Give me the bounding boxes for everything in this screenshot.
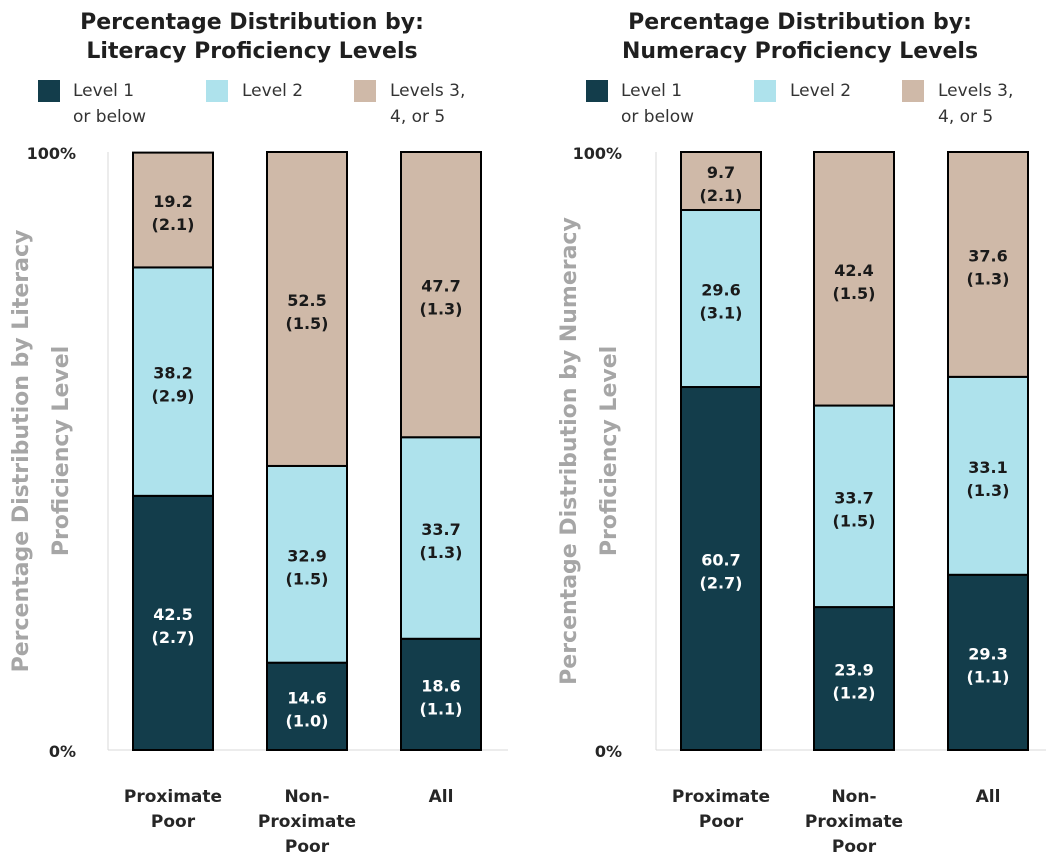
- legend-label: Level 2: [790, 81, 851, 101]
- x-category-label: Proximate: [258, 812, 356, 832]
- data-label-se: (2.9): [152, 387, 195, 406]
- x-category-label: Proximate: [124, 787, 222, 807]
- data-label-se: (1.3): [967, 481, 1010, 500]
- bar-segment: [266, 464, 348, 664]
- data-label-se: (2.7): [700, 574, 743, 593]
- data-label-value: 42.5: [153, 605, 192, 624]
- y-axis-title: Percentage Distribution by Numeracy: [557, 217, 582, 685]
- data-label-value: 29.6: [701, 281, 740, 300]
- bar-segment: [947, 375, 1029, 576]
- data-label-value: 33.1: [968, 458, 1007, 477]
- bar-segment: [813, 606, 895, 751]
- x-category-label: Poor: [151, 812, 196, 832]
- data-label-value: 23.9: [834, 661, 873, 680]
- legend-label: 4, or 5: [390, 107, 445, 127]
- bar-segment: [680, 209, 762, 389]
- data-label-value: 37.6: [968, 246, 1007, 265]
- data-label-value: 32.9: [287, 546, 326, 565]
- data-label-se: (1.2): [833, 684, 876, 703]
- x-category-label: Poor: [832, 837, 877, 854]
- legend-swatch: [902, 80, 924, 102]
- chart-title-line: Percentage Distribution by:: [628, 10, 972, 35]
- legend-label: Level 1: [73, 81, 134, 101]
- data-label-value: 19.2: [153, 192, 192, 211]
- y-axis-title: Proficiency Level: [597, 346, 622, 556]
- data-label-se: (1.5): [833, 511, 876, 530]
- x-category-label: Proximate: [805, 812, 903, 832]
- data-label-se: (1.3): [420, 543, 463, 562]
- data-label-se: (1.1): [967, 667, 1010, 686]
- x-category-label: All: [429, 787, 454, 807]
- bar-segment: [132, 151, 214, 269]
- bar-segment: [947, 151, 1029, 378]
- chart-2: Percentage Distribution by: Numeracy Prof…: [557, 10, 1046, 854]
- x-category-label: Poor: [285, 837, 330, 854]
- data-label-se: (1.0): [286, 711, 329, 730]
- y-tick-label: 0%: [49, 742, 76, 761]
- data-label-se: (3.1): [700, 304, 743, 323]
- y-tick-label: 100%: [27, 144, 76, 163]
- legend-label: Levels 3,: [390, 81, 465, 101]
- data-label-value: 60.7: [701, 551, 740, 570]
- bar-segment: [813, 151, 895, 407]
- data-label-value: 18.6: [421, 676, 460, 695]
- legend-label: or below: [73, 107, 146, 127]
- x-category-label: Proximate: [672, 787, 770, 807]
- data-label-value: 42.4: [834, 261, 873, 280]
- x-category-label: Poor: [699, 812, 744, 832]
- bar-segment: [400, 637, 482, 751]
- data-label-value: 33.7: [421, 520, 460, 539]
- data-label-value: 14.6: [287, 688, 326, 707]
- legend-swatch: [754, 80, 776, 102]
- data-label-se: (1.5): [286, 569, 329, 588]
- y-axis-title: Proficiency Level: [49, 346, 74, 556]
- chart-1: Percentage Distribution by: Literacy Prof…: [9, 10, 508, 854]
- legend-label: Level 1: [621, 81, 682, 101]
- y-axis-title: Percentage Distribution by Literacy: [9, 230, 34, 673]
- data-label-value: 47.7: [421, 277, 460, 296]
- data-label-value: 9.7: [707, 163, 735, 182]
- data-label-se: (2.1): [700, 186, 743, 205]
- data-label-se: (1.5): [286, 314, 329, 333]
- data-label-value: 52.5: [287, 291, 326, 310]
- bar-segment: [266, 661, 348, 752]
- legend-label: Levels 3,: [938, 81, 1013, 101]
- legend-swatch: [354, 80, 376, 102]
- data-label-value: 29.3: [968, 644, 1007, 663]
- data-label-value: 38.2: [153, 364, 192, 383]
- x-category-label: Non-: [831, 787, 876, 807]
- bar-segment: [680, 151, 762, 212]
- data-label-se: (1.3): [420, 300, 463, 319]
- bar-segment: [947, 573, 1029, 752]
- bar-segment: [400, 151, 482, 439]
- chart-title-line: Literacy Proficiency Levels: [86, 39, 417, 64]
- bar-segment: [400, 436, 482, 640]
- x-category-label: All: [976, 787, 1001, 807]
- bar-segment: [266, 151, 348, 467]
- legend-swatch: [206, 80, 228, 102]
- data-label-se: (2.7): [152, 628, 195, 647]
- data-label-value: 33.7: [834, 488, 873, 507]
- bar-segment: [132, 494, 214, 751]
- x-category-label: Non-: [284, 787, 329, 807]
- data-label-se: (1.3): [967, 269, 1010, 288]
- chart-title-line: Numeracy Proficiency Levels: [622, 39, 978, 64]
- chart-title-line: Percentage Distribution by:: [80, 10, 424, 35]
- legend-swatch: [38, 80, 60, 102]
- data-label-se: (1.1): [420, 699, 463, 718]
- y-tick-label: 0%: [595, 742, 622, 761]
- data-label-se: (2.1): [152, 215, 195, 234]
- legend-label: Level 2: [242, 81, 303, 101]
- data-label-se: (1.5): [833, 284, 876, 303]
- legend-swatch: [586, 80, 608, 102]
- legend-label: or below: [621, 107, 694, 127]
- legend-label: 4, or 5: [938, 107, 993, 127]
- y-tick-label: 100%: [573, 144, 622, 163]
